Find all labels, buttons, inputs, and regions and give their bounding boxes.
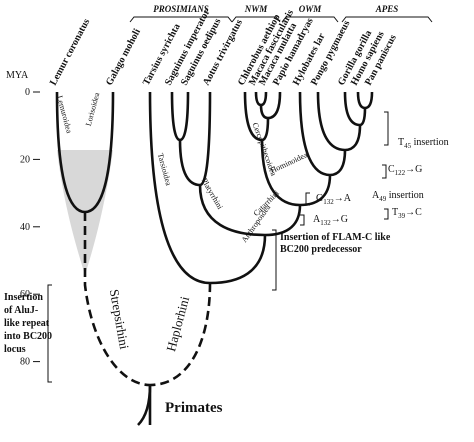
- group-label: PROSIMIANS: [153, 4, 209, 14]
- mutation-sub: 122: [395, 169, 406, 177]
- taxon-label: Lemur coronatus: [48, 17, 92, 87]
- bracket: [382, 164, 387, 179]
- note-line: like repeat: [4, 318, 50, 329]
- clade-label: Primates: [165, 400, 223, 416]
- branch: [259, 91, 282, 120]
- note-line: Insertion of FLAM-C like: [280, 232, 391, 243]
- note-line: locus: [4, 344, 26, 355]
- axis-title: MYA: [6, 70, 29, 81]
- mutation-label: T39→C: [392, 207, 422, 220]
- haplorhini-stem: [149, 282, 212, 387]
- branch: [356, 91, 374, 110]
- branch: [178, 91, 212, 187]
- group-label: OWM: [299, 4, 323, 14]
- group-bracket: [129, 16, 233, 23]
- branch: [243, 91, 270, 142]
- branch: [148, 91, 267, 285]
- mutation-base: G: [316, 193, 323, 204]
- mutation-sub: 49: [379, 195, 387, 203]
- bracket: [305, 192, 310, 206]
- group-bracket: [231, 16, 281, 23]
- axis-tick-label: 40: [20, 222, 30, 233]
- clade-label: Strepsirhini: [107, 288, 132, 351]
- axis-tick-label: 0: [25, 87, 30, 98]
- bracket: [300, 214, 305, 226]
- mutation-rest: →G: [405, 164, 422, 175]
- branch: [55, 91, 115, 214]
- axis-tick-label: 80: [20, 357, 30, 368]
- mutation-label: G132→A: [316, 193, 352, 206]
- mutation-rest: →A: [334, 193, 352, 204]
- axis-tick-label: 20: [20, 154, 30, 165]
- mutation-label: A49 insertion: [372, 190, 424, 203]
- clade-label: Hominoidea: [269, 150, 309, 175]
- note-line: BC200 predecessor: [280, 244, 362, 255]
- mutation-label: C122→G: [388, 164, 422, 177]
- note-line: of AluJ-: [4, 305, 38, 316]
- bracket: [384, 111, 389, 146]
- mutation-rest: →C: [405, 207, 422, 218]
- mutation-label: T45 insertion: [398, 137, 449, 150]
- mutation-rest: insertion: [386, 190, 424, 201]
- group-bracket: [281, 16, 339, 23]
- mutation-base: T: [392, 207, 398, 218]
- clade-label: Lorisoidea: [84, 91, 102, 127]
- mutation-label: A132→G: [313, 214, 348, 227]
- note-line: into BC200: [4, 331, 52, 342]
- mutation-sub: 39: [398, 212, 406, 220]
- mutation-base: C: [388, 164, 395, 175]
- branch: [316, 91, 362, 152]
- branch: [298, 91, 347, 177]
- branch: [254, 91, 268, 107]
- mutation-base: A: [372, 190, 380, 201]
- mutation-rest: insertion: [411, 137, 449, 148]
- branch: [343, 91, 367, 127]
- branch: [260, 139, 332, 207]
- axis-tick-label: 60: [20, 289, 30, 300]
- bracket: [47, 284, 52, 383]
- root-curve: [137, 384, 152, 426]
- note-line: Insertion: [4, 292, 43, 303]
- group-label: NWM: [244, 4, 269, 14]
- bracket: [384, 208, 389, 220]
- clade-label: Haplorhini: [163, 294, 192, 353]
- branch: [170, 91, 190, 142]
- group-label: APES: [375, 4, 399, 14]
- mutation-rest: →G: [331, 214, 348, 225]
- bracket: [272, 229, 277, 291]
- mutation-sub: 45: [404, 142, 412, 150]
- strepsirhini-stem: [83, 212, 151, 387]
- taxon-label: Galago moholi: [104, 27, 143, 88]
- mutation-sub: 132: [320, 219, 331, 227]
- branch: [198, 184, 302, 237]
- mutation-base: A: [313, 214, 321, 225]
- group-bracket: [341, 16, 433, 23]
- mutation-base: T: [398, 137, 404, 148]
- clade-label: Tarsioidea: [156, 152, 173, 187]
- mutation-sub: 132: [323, 198, 334, 206]
